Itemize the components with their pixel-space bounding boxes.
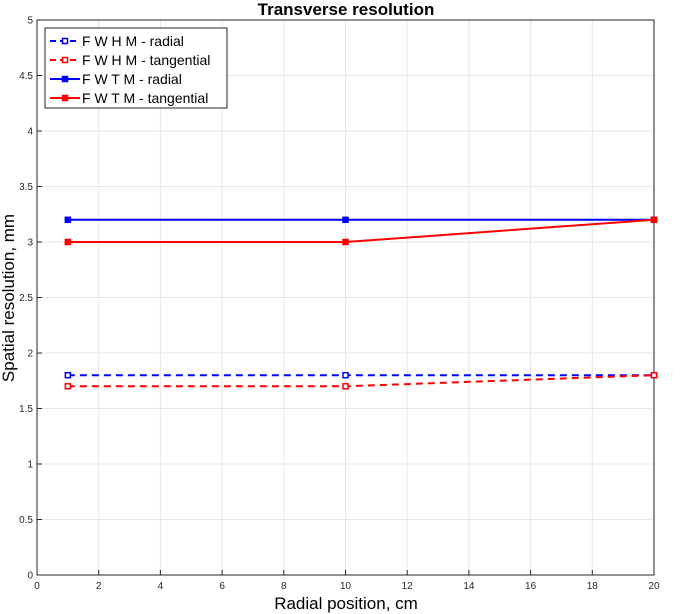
x-tick-label: 6 — [219, 581, 225, 592]
legend-label: F W H M - tangential — [82, 52, 210, 68]
data-point — [64, 371, 72, 379]
y-tick-label: 2 — [27, 349, 33, 360]
series-3 — [64, 216, 658, 224]
x-tick-label: 18 — [587, 581, 599, 592]
y-tick-label: 0 — [27, 571, 33, 582]
x-tick-label: 10 — [340, 581, 352, 592]
x-tick-label: 4 — [158, 581, 164, 592]
legend-marker — [61, 56, 69, 64]
x-tick-label: 14 — [463, 581, 475, 592]
y-tick-label: 0.5 — [19, 515, 33, 526]
series-group — [64, 216, 658, 390]
data-point — [64, 216, 72, 224]
series-line — [67, 374, 655, 388]
legend-label: F W T M - radial — [82, 71, 182, 87]
y-tick-label: 2.5 — [19, 293, 33, 304]
data-point — [342, 383, 349, 390]
data-point — [342, 238, 349, 246]
y-tick-label: 5 — [27, 16, 33, 27]
series-4 — [64, 216, 658, 246]
data-point — [342, 371, 349, 379]
y-axis-label: Spatial resolution, mm — [0, 214, 18, 382]
x-tick-label: 0 — [34, 581, 40, 592]
x-tick-label: 8 — [281, 581, 287, 592]
series-line — [67, 218, 655, 243]
x-tick-label: 20 — [648, 581, 660, 592]
legend-label: F W T M - tangential — [82, 90, 208, 106]
x-tick-label: 16 — [525, 581, 537, 592]
y-tick-label: 1.5 — [19, 404, 33, 415]
x-axis-label: Radial position, cm — [274, 594, 418, 613]
x-tick-label: 12 — [402, 581, 414, 592]
x-tick-label: 2 — [96, 581, 102, 592]
data-point — [342, 216, 349, 224]
data-point — [64, 383, 72, 390]
legend-marker — [61, 94, 69, 102]
y-tick-label: 4.5 — [19, 71, 33, 82]
chart-title: Transverse resolution — [258, 0, 435, 19]
legend-marker — [61, 75, 69, 83]
series-2 — [64, 371, 658, 390]
legend: F W H M - radial F W H M - tangential F W … — [44, 27, 228, 109]
data-point — [64, 238, 72, 246]
y-tick-label: 4 — [27, 127, 33, 138]
ticks: 0 2 4 6 8 10 12 14 16 18 20 0 0.5 1 1.5 2 2.5 3 3.5 4 4.5 5 — [19, 16, 660, 593]
series-1 — [64, 371, 658, 379]
y-tick-label: 1 — [27, 460, 33, 471]
legend-marker — [61, 37, 69, 45]
data-point — [650, 371, 658, 379]
y-tick-label: 3 — [27, 238, 33, 249]
legend-label: F W H M - radial — [82, 33, 184, 49]
y-tick-label: 3.5 — [19, 182, 33, 193]
data-point — [650, 216, 658, 224]
